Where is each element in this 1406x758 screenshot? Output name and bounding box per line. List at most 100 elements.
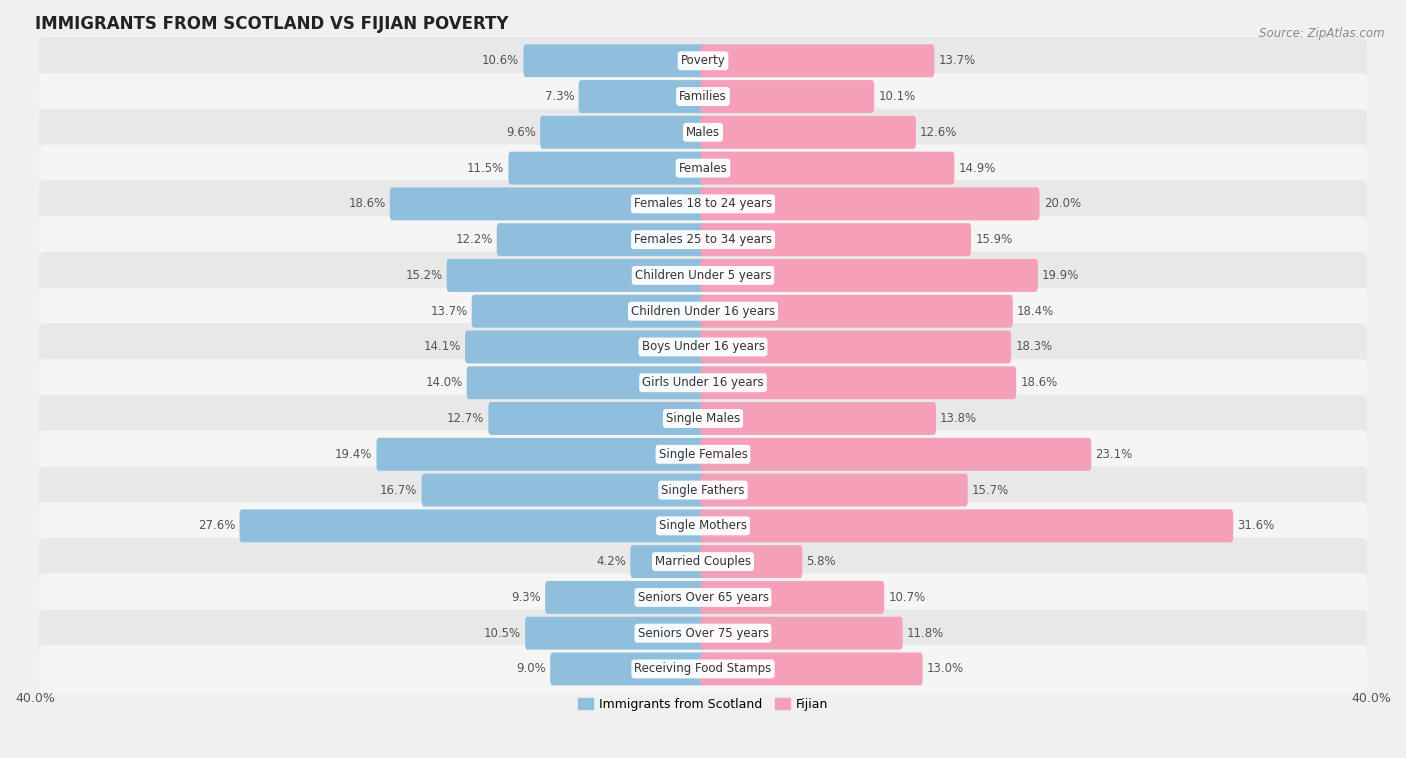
FancyBboxPatch shape — [700, 438, 1091, 471]
Text: Single Females: Single Females — [658, 448, 748, 461]
Text: Females 18 to 24 years: Females 18 to 24 years — [634, 197, 772, 211]
FancyBboxPatch shape — [471, 295, 706, 327]
FancyBboxPatch shape — [700, 653, 922, 685]
Text: 12.2%: 12.2% — [456, 233, 492, 246]
FancyBboxPatch shape — [39, 324, 1367, 371]
FancyBboxPatch shape — [523, 44, 706, 77]
Text: 19.9%: 19.9% — [1042, 269, 1080, 282]
Text: Boys Under 16 years: Boys Under 16 years — [641, 340, 765, 353]
Text: 27.6%: 27.6% — [198, 519, 235, 532]
Text: Poverty: Poverty — [681, 55, 725, 67]
Text: 15.7%: 15.7% — [972, 484, 1010, 496]
FancyBboxPatch shape — [700, 330, 1011, 363]
Text: 7.3%: 7.3% — [544, 90, 575, 103]
Text: 14.1%: 14.1% — [423, 340, 461, 353]
FancyBboxPatch shape — [39, 503, 1367, 550]
Text: 13.0%: 13.0% — [927, 662, 965, 675]
FancyBboxPatch shape — [700, 152, 955, 184]
FancyBboxPatch shape — [39, 108, 1367, 156]
Text: Single Males: Single Males — [666, 412, 740, 425]
FancyBboxPatch shape — [465, 330, 706, 363]
Text: 31.6%: 31.6% — [1237, 519, 1275, 532]
FancyBboxPatch shape — [239, 509, 706, 542]
Text: 15.2%: 15.2% — [405, 269, 443, 282]
Text: 5.8%: 5.8% — [807, 555, 837, 568]
FancyBboxPatch shape — [700, 509, 1233, 542]
Text: 9.6%: 9.6% — [506, 126, 536, 139]
FancyBboxPatch shape — [540, 116, 706, 149]
FancyBboxPatch shape — [39, 287, 1367, 335]
Text: 15.9%: 15.9% — [976, 233, 1012, 246]
Text: Children Under 5 years: Children Under 5 years — [634, 269, 772, 282]
FancyBboxPatch shape — [700, 259, 1038, 292]
Text: 14.0%: 14.0% — [425, 376, 463, 390]
FancyBboxPatch shape — [700, 80, 875, 113]
FancyBboxPatch shape — [700, 187, 1039, 221]
Text: 10.5%: 10.5% — [484, 627, 522, 640]
FancyBboxPatch shape — [579, 80, 706, 113]
Text: Married Couples: Married Couples — [655, 555, 751, 568]
FancyBboxPatch shape — [377, 438, 706, 471]
FancyBboxPatch shape — [700, 474, 967, 506]
FancyBboxPatch shape — [467, 366, 706, 399]
Text: 20.0%: 20.0% — [1043, 197, 1081, 211]
FancyBboxPatch shape — [39, 145, 1367, 192]
Text: 18.6%: 18.6% — [1021, 376, 1057, 390]
FancyBboxPatch shape — [700, 617, 903, 650]
Text: Females: Females — [679, 161, 727, 174]
Text: Seniors Over 75 years: Seniors Over 75 years — [637, 627, 769, 640]
FancyBboxPatch shape — [700, 223, 972, 256]
Text: IMMIGRANTS FROM SCOTLAND VS FIJIAN POVERTY: IMMIGRANTS FROM SCOTLAND VS FIJIAN POVER… — [35, 15, 509, 33]
FancyBboxPatch shape — [39, 37, 1367, 84]
Text: 14.9%: 14.9% — [959, 161, 995, 174]
Text: Source: ZipAtlas.com: Source: ZipAtlas.com — [1260, 27, 1385, 39]
Text: 4.2%: 4.2% — [596, 555, 626, 568]
FancyBboxPatch shape — [700, 44, 935, 77]
Text: 13.8%: 13.8% — [941, 412, 977, 425]
FancyBboxPatch shape — [700, 366, 1017, 399]
Text: 11.5%: 11.5% — [467, 161, 505, 174]
Text: 11.8%: 11.8% — [907, 627, 943, 640]
Text: 23.1%: 23.1% — [1095, 448, 1133, 461]
Text: Single Fathers: Single Fathers — [661, 484, 745, 496]
FancyBboxPatch shape — [447, 259, 706, 292]
FancyBboxPatch shape — [488, 402, 706, 435]
Text: 19.4%: 19.4% — [335, 448, 373, 461]
Text: 16.7%: 16.7% — [380, 484, 418, 496]
FancyBboxPatch shape — [524, 617, 706, 650]
FancyBboxPatch shape — [39, 645, 1367, 693]
FancyBboxPatch shape — [39, 466, 1367, 514]
FancyBboxPatch shape — [39, 359, 1367, 406]
Legend: Immigrants from Scotland, Fijian: Immigrants from Scotland, Fijian — [572, 693, 834, 716]
Text: Families: Families — [679, 90, 727, 103]
Text: Seniors Over 65 years: Seniors Over 65 years — [637, 591, 769, 604]
FancyBboxPatch shape — [39, 73, 1367, 121]
Text: Males: Males — [686, 126, 720, 139]
FancyBboxPatch shape — [700, 581, 884, 614]
Text: 9.3%: 9.3% — [512, 591, 541, 604]
FancyBboxPatch shape — [509, 152, 706, 184]
Text: 10.1%: 10.1% — [879, 90, 915, 103]
FancyBboxPatch shape — [39, 431, 1367, 478]
Text: 10.7%: 10.7% — [889, 591, 925, 604]
Text: 10.6%: 10.6% — [482, 55, 519, 67]
FancyBboxPatch shape — [39, 252, 1367, 299]
FancyBboxPatch shape — [389, 187, 706, 221]
Text: 18.3%: 18.3% — [1015, 340, 1053, 353]
FancyBboxPatch shape — [700, 402, 936, 435]
FancyBboxPatch shape — [700, 116, 915, 149]
FancyBboxPatch shape — [39, 180, 1367, 227]
FancyBboxPatch shape — [39, 609, 1367, 656]
Text: 13.7%: 13.7% — [430, 305, 468, 318]
FancyBboxPatch shape — [39, 574, 1367, 621]
FancyBboxPatch shape — [39, 216, 1367, 263]
FancyBboxPatch shape — [39, 538, 1367, 585]
FancyBboxPatch shape — [496, 223, 706, 256]
Text: 12.6%: 12.6% — [920, 126, 957, 139]
Text: 13.7%: 13.7% — [938, 55, 976, 67]
Text: Single Mothers: Single Mothers — [659, 519, 747, 532]
Text: 18.6%: 18.6% — [349, 197, 385, 211]
Text: Girls Under 16 years: Girls Under 16 years — [643, 376, 763, 390]
FancyBboxPatch shape — [700, 295, 1012, 327]
Text: Females 25 to 34 years: Females 25 to 34 years — [634, 233, 772, 246]
